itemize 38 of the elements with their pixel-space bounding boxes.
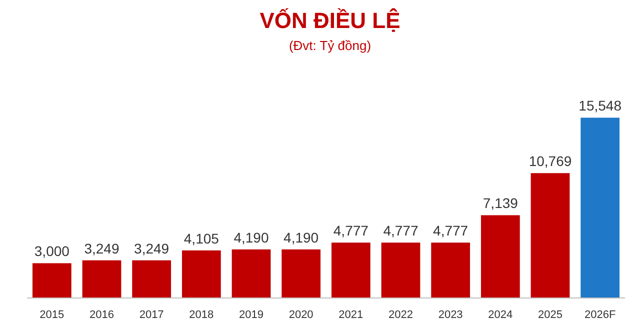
- x-tick-label: 2020: [288, 309, 314, 321]
- chart-title: VỐN ĐIỀU LỆ: [260, 8, 400, 33]
- data-label: 4,777: [433, 222, 468, 239]
- bar: [182, 250, 221, 298]
- bar: [480, 215, 520, 298]
- bar: [381, 242, 420, 298]
- bar: [132, 260, 172, 298]
- x-tick-label: 2015: [40, 309, 64, 321]
- data-label: 4,777: [383, 222, 418, 239]
- x-tick-label: 2026F: [584, 309, 616, 321]
- x-tick-label: 2023: [438, 309, 463, 321]
- x-tick-label: 2019: [239, 309, 264, 321]
- data-label: 4,105: [184, 230, 220, 246]
- bar: [282, 249, 321, 298]
- data-label: 4,190: [234, 229, 269, 246]
- x-tick-label: 2022: [388, 309, 413, 321]
- chart-subtitle: (Đvt: Tỷ đồng): [288, 38, 372, 53]
- bar: [530, 173, 570, 298]
- bar: [232, 249, 271, 298]
- bar: [431, 242, 470, 298]
- bar: [580, 118, 620, 298]
- data-label: 7,139: [482, 195, 518, 212]
- data-label: 3,249: [84, 240, 120, 256]
- data-label: 10,769: [528, 153, 572, 170]
- x-tick-label: 2017: [139, 309, 164, 321]
- data-label: 3,000: [34, 243, 70, 260]
- bar: [32, 263, 72, 298]
- data-label: 15,548: [578, 98, 622, 114]
- data-label: 4,777: [333, 222, 369, 239]
- bar: [82, 260, 122, 298]
- x-tick-label: 2025: [538, 309, 562, 321]
- bar: [331, 242, 370, 298]
- x-tick-label: 2024: [488, 309, 513, 321]
- x-tick-label: 2021: [338, 309, 364, 321]
- data-label: 3,249: [134, 240, 170, 256]
- x-tick-label: 2016: [90, 309, 114, 321]
- data-label: 4,190: [284, 229, 319, 246]
- x-tick-label: 2018: [189, 309, 214, 321]
